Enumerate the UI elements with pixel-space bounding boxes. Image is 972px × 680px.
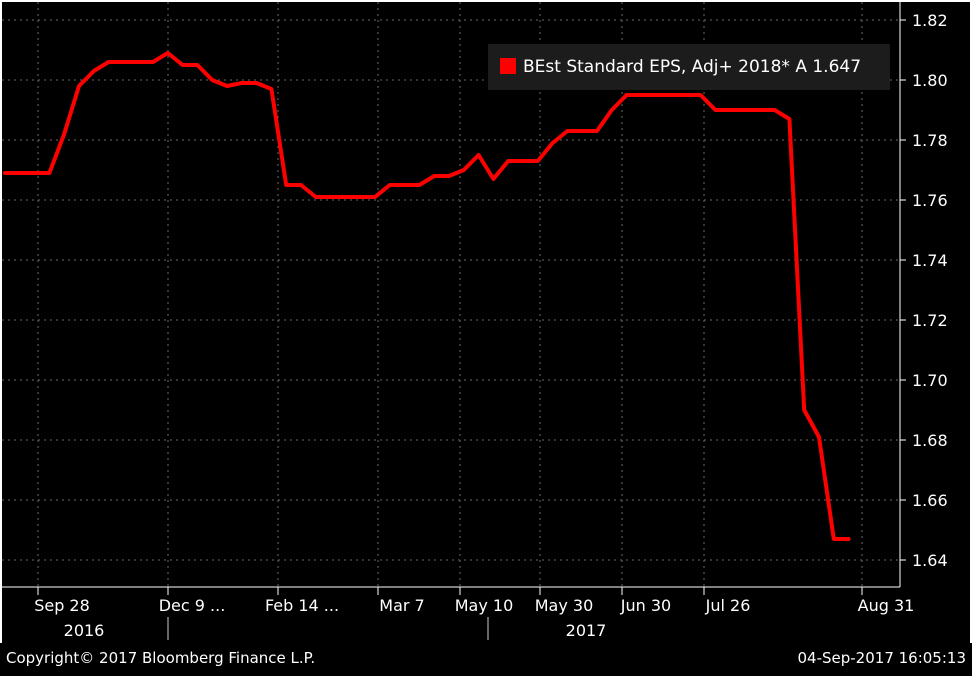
x-tick-label: Mar 7 bbox=[379, 596, 424, 615]
y-tick-label: 1.66 bbox=[912, 491, 948, 510]
y-tick-label: 1.74 bbox=[912, 251, 948, 270]
x-tick-label: Feb 14 ... bbox=[265, 596, 339, 615]
x-axis-panel bbox=[2, 587, 970, 643]
timestamp-text: 04-Sep-2017 16:05:13 bbox=[798, 649, 967, 667]
x-year-label: 2017 bbox=[566, 621, 607, 640]
x-tick-label: May 10 bbox=[455, 596, 514, 615]
legend-box bbox=[488, 44, 890, 90]
y-tick-label: 1.64 bbox=[912, 551, 948, 570]
legend: BEst Standard EPS, Adj+ 2018* A 1.647 bbox=[488, 44, 890, 90]
legend-swatch bbox=[500, 58, 516, 74]
y-tick-label: 1.76 bbox=[912, 191, 948, 210]
y-tick-label: 1.68 bbox=[912, 431, 948, 450]
series-line bbox=[3, 51, 851, 541]
x-tick-label: Jun 30 bbox=[620, 596, 671, 615]
copyright-text: Copyright© 2017 Bloomberg Finance L.P. bbox=[6, 649, 315, 667]
x-tick-label: Dec 9 ... bbox=[159, 596, 226, 615]
footer-bar bbox=[0, 643, 972, 676]
y-tick-label: 1.78 bbox=[912, 131, 948, 150]
x-tick-label: Aug 31 bbox=[858, 596, 915, 615]
plot-area bbox=[2, 2, 900, 587]
x-tick-label: Jul 26 bbox=[705, 596, 751, 615]
x-tick-label: May 30 bbox=[535, 596, 594, 615]
y-tick-label: 1.70 bbox=[912, 371, 948, 390]
y-tick-label: 1.72 bbox=[912, 311, 948, 330]
series-layer bbox=[3, 51, 851, 541]
x-year-label: 2016 bbox=[64, 621, 105, 640]
y-axis-panel bbox=[900, 2, 970, 587]
x-tick-label: Sep 28 bbox=[34, 596, 90, 615]
legend-label: BEst Standard EPS, Adj+ 2018* A 1.647 bbox=[523, 57, 861, 77]
y-tick-label: 1.80 bbox=[912, 71, 948, 90]
axes: 1.82 1.80 1.78 1.76 1.74 1.72 1.70 1.68 1.66 1.64… bbox=[2, 2, 948, 640]
y-tick-label: 1.82 bbox=[912, 11, 948, 30]
